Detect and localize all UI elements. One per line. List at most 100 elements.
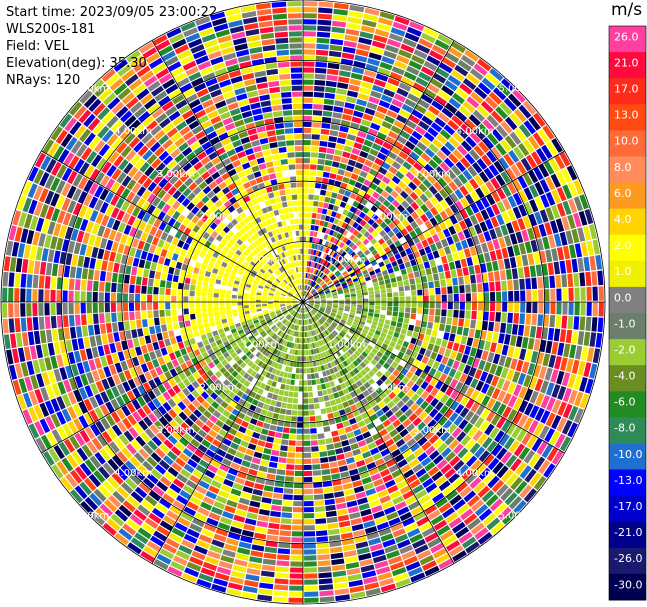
velocity-gate: [361, 514, 374, 523]
velocity-gate: [3, 256, 11, 272]
velocity-gate: [159, 280, 166, 288]
velocity-gate: [166, 345, 174, 354]
velocity-gate: [415, 217, 424, 226]
velocity-gate: [348, 316, 354, 321]
velocity-gate: [399, 130, 411, 140]
velocity-gate: [425, 482, 438, 494]
velocity-gate: [331, 266, 337, 272]
velocity-gate: [382, 234, 390, 242]
velocity-gate: [306, 325, 310, 331]
velocity-gate: [311, 128, 321, 134]
velocity-gate: [241, 529, 254, 538]
velocity-gate: [238, 497, 250, 506]
velocity-gate: [392, 528, 406, 538]
velocity-gate: [440, 279, 446, 287]
velocity-gate: [228, 494, 240, 502]
velocity-gate: [305, 273, 308, 279]
velocity-gate: [228, 413, 237, 422]
velocity-gate: [189, 556, 204, 566]
velocity-gate: [374, 330, 381, 336]
velocity-gate: [359, 219, 367, 227]
velocity-gate: [402, 385, 411, 394]
velocity-gate: [197, 323, 204, 330]
velocity-gate: [289, 428, 297, 434]
velocity-gate: [344, 556, 358, 564]
velocity-gate: [162, 543, 177, 554]
velocity-gate: [476, 320, 483, 330]
velocity-gate: [327, 242, 333, 249]
velocity-gate: [307, 206, 313, 212]
velocity-gate: [492, 332, 499, 343]
velocity-gate: [141, 277, 148, 286]
velocity-gate: [589, 363, 598, 379]
velocity-gate: [489, 427, 500, 439]
velocity-gate: [416, 387, 425, 396]
velocity-gate: [334, 281, 340, 286]
velocity-gate: [432, 72, 447, 84]
velocity-gate: [567, 214, 576, 229]
velocity-gate: [341, 338, 348, 344]
velocity-gate: [369, 294, 375, 299]
velocity-gate: [520, 290, 526, 302]
velocity-gate: [137, 527, 152, 540]
velocity-gate: [325, 328, 331, 334]
velocity-gate: [409, 87, 423, 98]
velocity-gate: [276, 350, 281, 357]
velocity-gate: [171, 527, 186, 538]
velocity-gate: [309, 255, 313, 261]
velocity-gate: [32, 317, 39, 331]
velocity-gate: [500, 171, 511, 184]
velocity-gate: [410, 427, 420, 437]
velocity-gate: [251, 494, 262, 502]
velocity-gate: [490, 216, 499, 228]
velocity-gate: [546, 447, 559, 462]
velocity-gate: [369, 305, 375, 310]
velocity-gate: [278, 389, 285, 396]
velocity-gate: [401, 200, 410, 209]
velocity-gate: [519, 484, 533, 499]
velocity-gate: [223, 478, 234, 488]
velocity-gate: [389, 325, 396, 332]
velocity-gate: [312, 470, 322, 476]
velocity-gate: [352, 480, 363, 488]
velocity-gate: [269, 424, 277, 431]
velocity-gate: [269, 373, 275, 380]
velocity-gate: [277, 395, 283, 402]
velocity-gate: [206, 517, 219, 527]
velocity-gate: [473, 127, 486, 140]
velocity-gate: [197, 429, 208, 438]
velocity-gate: [331, 118, 341, 125]
velocity-gate: [74, 291, 80, 302]
velocity-gate: [420, 213, 429, 223]
velocity-gate: [14, 288, 20, 302]
velocity-gate: [307, 313, 310, 318]
velocity-gate: [376, 326, 383, 332]
velocity-gate: [304, 597, 319, 603]
velocity-gate: [444, 408, 454, 419]
velocity-gate: [462, 267, 469, 276]
velocity-gate: [367, 331, 374, 337]
velocity-gate: [401, 209, 410, 218]
velocity-gate: [213, 533, 227, 543]
velocity-gate: [405, 296, 411, 302]
velocity-gate: [418, 494, 431, 505]
velocity-gate: [351, 147, 361, 156]
velocity-gate: [359, 361, 367, 369]
velocity-gate: [320, 281, 325, 286]
velocity-gate: [320, 408, 327, 415]
velocity-gate: [330, 250, 336, 257]
velocity-gate: [398, 414, 408, 423]
velocity-gate: [408, 413, 418, 422]
velocity-gate: [348, 340, 354, 346]
velocity-gate: [213, 293, 219, 298]
velocity-gate: [257, 514, 269, 522]
velocity-gate: [287, 329, 291, 335]
velocity-gate: [540, 194, 550, 208]
velocity-gate: [424, 110, 437, 121]
velocity-gate: [303, 31, 316, 37]
velocity-gate: [480, 330, 487, 340]
velocity-gate: [448, 97, 462, 109]
velocity-gate: [518, 446, 530, 461]
velocity-gate: [62, 290, 68, 302]
velocity-gate: [372, 554, 387, 564]
